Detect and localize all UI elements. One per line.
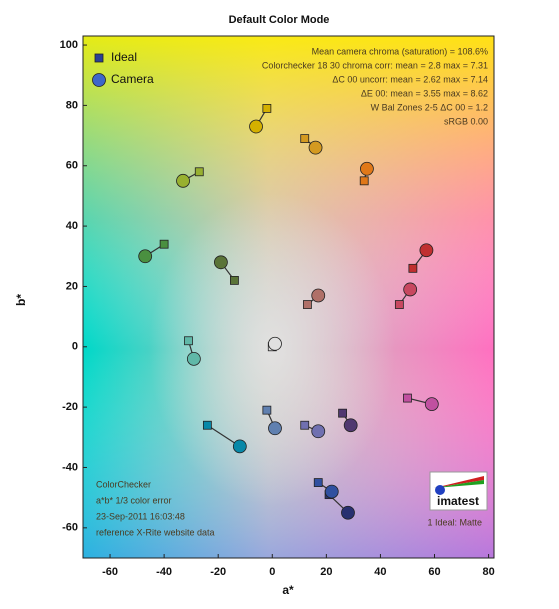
y-tick-label: 80: [66, 99, 78, 111]
footer-note: a*b* 1/3 color error: [96, 495, 172, 505]
legend-label: Ideal: [111, 50, 137, 64]
ideal-point: [403, 393, 412, 403]
annotation: Mean camera chroma (saturation) = 108.6%: [312, 46, 488, 56]
footer-note: ColorChecker: [96, 479, 151, 489]
x-tick-label: 40: [374, 566, 386, 578]
camera-point: [403, 282, 418, 297]
footer-note: reference X-Rite website data: [96, 527, 215, 537]
y-tick-label: -40: [62, 461, 78, 473]
camera-point: [341, 505, 355, 520]
camera-point: [308, 140, 323, 155]
ideal-point: [184, 336, 193, 346]
camera-point: [232, 439, 247, 454]
ideal-point: [313, 478, 323, 487]
camera-point: [424, 397, 439, 412]
camera-point: [324, 484, 339, 499]
camera-point: [176, 173, 190, 188]
annotation: ΔE 00: mean = 3.55 max = 8.62: [361, 88, 488, 98]
ideal-point: [262, 104, 272, 113]
x-tick-label: 60: [428, 566, 440, 578]
plot-background: [82, 35, 495, 559]
camera-point: [419, 243, 434, 258]
logo-text: imatest: [437, 494, 479, 508]
ideal-point: [202, 420, 212, 430]
x-tick-label: -40: [156, 566, 172, 578]
ideal-point: [159, 239, 169, 249]
ideal-point: [300, 134, 310, 143]
ideal-point: [262, 405, 272, 415]
annotation: sRGB 0.00: [444, 116, 488, 126]
ideal-point: [303, 300, 312, 309]
corner-note: 1 Ideal: Matte: [427, 517, 482, 527]
ideal-point: [338, 408, 347, 418]
ideal-point: [394, 300, 404, 309]
y-tick-label: 20: [66, 280, 78, 292]
ideal-point: [300, 420, 310, 430]
camera-point: [360, 161, 374, 176]
x-tick-label: 80: [482, 566, 494, 578]
x-tick-label: -60: [102, 566, 118, 578]
x-tick-label: 20: [320, 566, 332, 578]
logo: imatest: [429, 471, 488, 511]
camera-point: [311, 288, 326, 303]
y-tick-label: 40: [66, 220, 78, 232]
annotation: Colorchecker 18 30 chroma corr: mean = 2…: [262, 60, 488, 70]
y-tick-label: -20: [62, 401, 78, 413]
camera-point: [249, 119, 263, 134]
x-tick-label: -20: [210, 566, 226, 578]
ideal-point: [408, 263, 418, 273]
y-tick-label: 0: [72, 341, 78, 353]
footer-note: 23-Sep-2011 16:03:48: [96, 511, 185, 521]
camera-point: [268, 421, 282, 436]
camera-point: [214, 255, 228, 270]
legend-marker: [94, 53, 104, 63]
legend-marker: [92, 73, 106, 87]
y-tick-label: 100: [60, 39, 78, 51]
y-axis-label: b*: [14, 294, 28, 306]
y-tick-label: 60: [66, 160, 78, 172]
camera-point: [311, 424, 326, 439]
chart-title: Default Color Mode: [229, 14, 330, 26]
ideal-point: [230, 276, 239, 285]
annotation: W Bal Zones 2-5 ΔC 00 = 1.2: [371, 102, 488, 112]
annotation: ΔC 00 uncorr: mean = 2.62 max = 7.14: [332, 74, 488, 84]
camera-point: [138, 249, 153, 264]
ideal-point: [359, 176, 369, 186]
camera-point: [268, 336, 282, 351]
camera-point: [343, 418, 358, 433]
legend-label: Camera: [111, 72, 154, 86]
camera-point: [186, 351, 201, 366]
y-tick-label: -60: [62, 522, 78, 534]
ideal-point: [194, 167, 204, 177]
x-tick-label: 0: [269, 566, 275, 578]
x-axis-label: a*: [282, 583, 294, 597]
